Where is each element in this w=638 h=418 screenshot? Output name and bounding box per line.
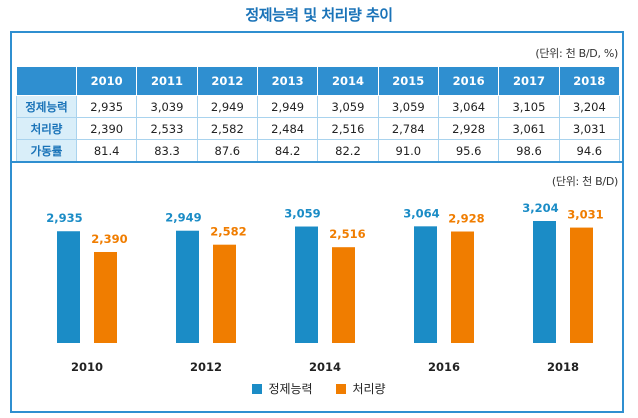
- table-cell: 2,949: [256, 95, 319, 118]
- legend-swatch-throughput: [336, 384, 347, 394]
- chart-legend: 정제능력 처리량: [0, 380, 638, 397]
- table-cell: 3,061: [498, 117, 560, 140]
- year-header: 2010: [75, 66, 138, 96]
- legend-item-capacity: 정제능력: [252, 380, 313, 397]
- bar-capacity-2012: [176, 230, 199, 343]
- table-row-capacity: 정제능력 2,935 3,039 2,949 2,949 3,059 3,059…: [16, 95, 621, 118]
- table-corner: [16, 66, 77, 96]
- bar-throughput-2010: [94, 251, 117, 343]
- year-header: 2014: [317, 66, 379, 96]
- bar-capacity-2016: [414, 226, 437, 343]
- data-label-throughput-2018: 3,031: [567, 208, 603, 222]
- x-tick-label-2010: 2010: [71, 360, 103, 374]
- table-cell: 3,064: [437, 95, 500, 118]
- table-unit-label: (단위: 천 B/D, %): [535, 47, 618, 60]
- data-label-capacity-2012: 2,949: [165, 211, 201, 225]
- table-cell: 2,784: [377, 117, 439, 140]
- legend-label: 처리량: [352, 382, 386, 396]
- bar-capacity-2010: [57, 231, 80, 343]
- legend-swatch-capacity: [252, 384, 263, 394]
- year-header: 2018: [558, 66, 621, 96]
- table-cell: 3,059: [317, 95, 379, 118]
- bar-throughput-2016: [451, 231, 474, 343]
- data-label-capacity-2016: 3,064: [403, 206, 439, 220]
- x-tick-label-2014: 2014: [309, 360, 341, 374]
- bar-capacity-2018: [533, 221, 556, 343]
- year-header: 2015: [377, 66, 439, 96]
- page-title: 정제능력 및 처리량 추이: [245, 6, 393, 24]
- year-header: 2016: [437, 66, 500, 96]
- chart-unit-label: (단위: 천 B/D): [551, 175, 618, 188]
- legend-item-throughput: 처리량: [336, 380, 386, 397]
- table-cell: 84.2: [256, 139, 319, 162]
- row-label: 가동률: [16, 139, 77, 162]
- data-label-capacity-2018: 3,204: [522, 201, 558, 215]
- bar-throughput-2012: [213, 244, 236, 343]
- data-label-throughput-2014: 2,516: [329, 227, 365, 241]
- data-label-throughput-2012: 2,582: [210, 225, 246, 239]
- table-cell: 2,582: [196, 117, 258, 140]
- data-table: 2010 2011 2012 2013 2014 2015 2016 2017 …: [16, 66, 621, 162]
- data-label-capacity-2014: 3,059: [284, 207, 320, 221]
- data-label-throughput-2016: 2,928: [448, 212, 484, 226]
- year-header: 2017: [498, 66, 560, 96]
- bar-throughput-2014: [332, 247, 355, 343]
- bar-throughput-2018: [570, 227, 593, 343]
- year-header: 2013: [256, 66, 319, 96]
- section-divider: [12, 161, 622, 163]
- legend-label: 정제능력: [268, 382, 313, 396]
- x-tick-label-2012: 2012: [190, 360, 222, 374]
- table-cell: 2,516: [317, 117, 379, 140]
- x-tick-label-2016: 2016: [428, 360, 460, 374]
- data-label-capacity-2010: 2,935: [46, 211, 82, 225]
- data-label-throughput-2010: 2,390: [91, 232, 127, 246]
- x-tick-label-2018: 2018: [547, 360, 579, 374]
- bar-capacity-2014: [295, 226, 318, 343]
- table-row-utilization: 가동률 81.4 83.3 87.6 84.2 82.2 91.0 95.6 9…: [16, 139, 621, 162]
- year-header: 2012: [196, 66, 258, 96]
- row-label: 정제능력: [16, 95, 77, 118]
- table-header-row: 2010 2011 2012 2013 2014 2015 2016 2017 …: [16, 66, 621, 96]
- chart-frame: [10, 31, 624, 413]
